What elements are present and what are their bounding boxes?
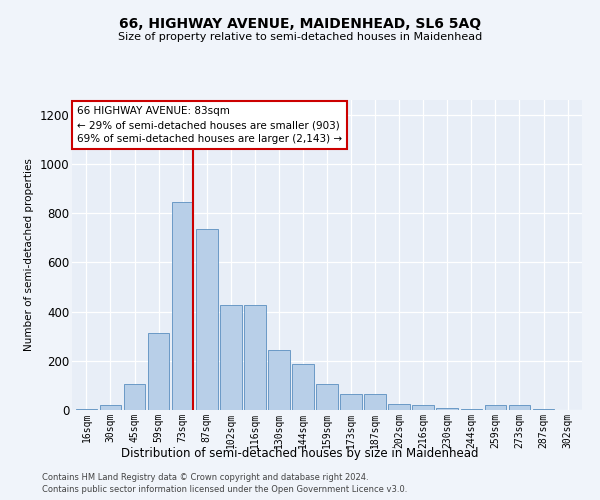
Text: Contains public sector information licensed under the Open Government Licence v3: Contains public sector information licen… [42, 485, 407, 494]
Bar [292, 364, 314, 410]
Bar [461, 409, 482, 410]
Y-axis label: Number of semi-detached properties: Number of semi-detached properties [24, 158, 34, 352]
Bar [220, 306, 242, 410]
Text: Distribution of semi-detached houses by size in Maidenhead: Distribution of semi-detached houses by … [121, 448, 479, 460]
Bar [124, 384, 145, 410]
Bar [76, 409, 97, 410]
Bar [148, 332, 169, 410]
Bar [485, 405, 506, 410]
Bar [100, 405, 121, 410]
Text: 66 HIGHWAY AVENUE: 83sqm
← 29% of semi-detached houses are smaller (903)
69% of : 66 HIGHWAY AVENUE: 83sqm ← 29% of semi-d… [77, 106, 342, 144]
Bar [509, 405, 530, 410]
Bar [244, 306, 266, 410]
Bar [364, 394, 386, 410]
Bar [196, 229, 218, 410]
Text: Size of property relative to semi-detached houses in Maidenhead: Size of property relative to semi-detach… [118, 32, 482, 42]
Bar [340, 394, 362, 410]
Bar [533, 409, 554, 410]
Bar [388, 404, 410, 410]
Bar [436, 408, 458, 410]
Bar [412, 405, 434, 410]
Text: 66, HIGHWAY AVENUE, MAIDENHEAD, SL6 5AQ: 66, HIGHWAY AVENUE, MAIDENHEAD, SL6 5AQ [119, 18, 481, 32]
Bar [172, 202, 193, 410]
Bar [316, 384, 338, 410]
Bar [268, 350, 290, 410]
Text: Contains HM Land Registry data © Crown copyright and database right 2024.: Contains HM Land Registry data © Crown c… [42, 472, 368, 482]
